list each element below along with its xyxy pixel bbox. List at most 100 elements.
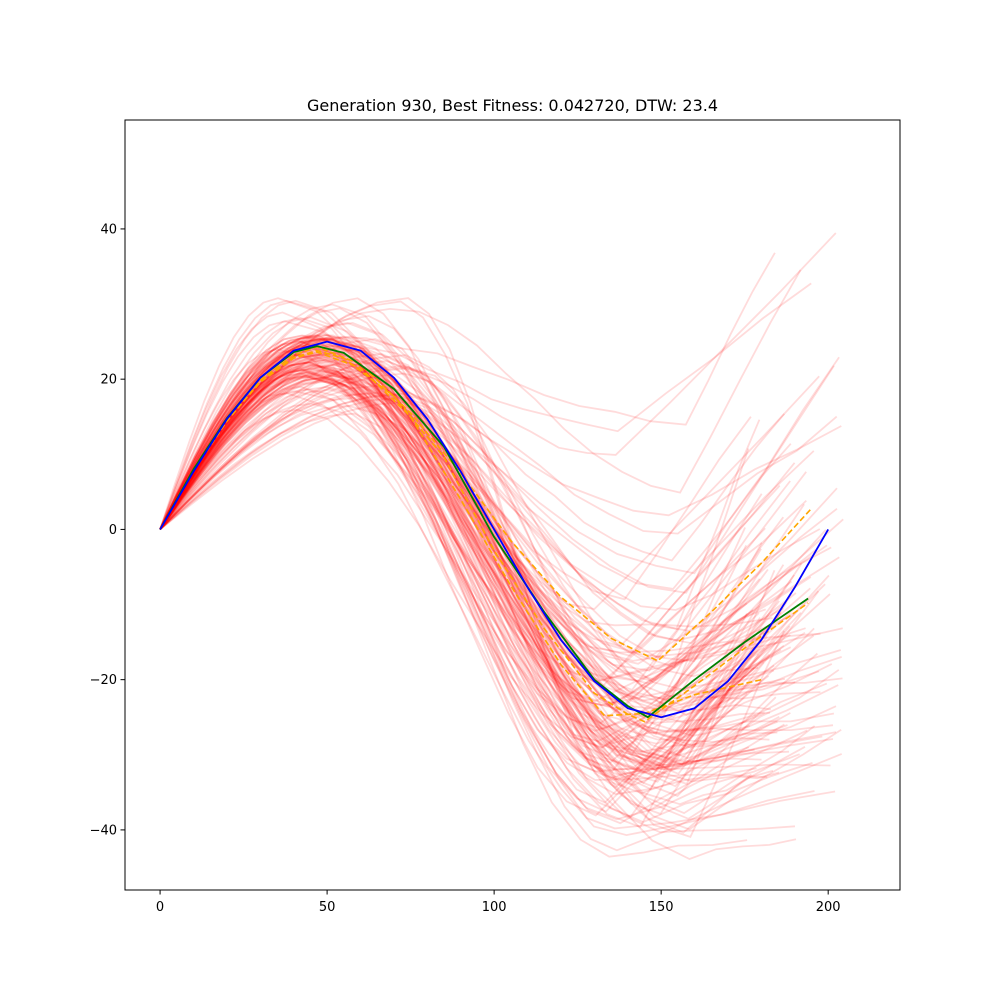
x-axis: 0 50 100 150 200: [156, 890, 841, 915]
y-tick-label: 40: [100, 222, 117, 237]
population-line: [159, 339, 785, 825]
population-line: [159, 232, 837, 530]
population-line: [159, 337, 797, 860]
population-line: [159, 358, 782, 749]
chart-title: Generation 930, Best Fitness: 0.042720, …: [307, 96, 718, 115]
population-line: [159, 341, 792, 590]
population-line: [159, 342, 828, 775]
y-axis: −40 −20 0 20 40: [90, 222, 125, 838]
population-line: [159, 388, 843, 683]
population-line: [159, 316, 774, 806]
population-line: [159, 348, 791, 766]
population-line: [159, 367, 782, 717]
elite-series-line: [159, 351, 762, 717]
population-line: [159, 374, 830, 770]
series-lines: [159, 340, 829, 723]
x-tick-label: 50: [319, 900, 336, 915]
population-line: [159, 402, 748, 711]
population-line: [159, 396, 762, 767]
population-line: [159, 377, 837, 776]
plot-frame: [124, 119, 901, 891]
population-line: [159, 297, 823, 781]
population-line: [159, 333, 842, 831]
population-line: [159, 369, 813, 824]
population-line: [159, 358, 827, 705]
population-line: [159, 372, 780, 757]
population-line: [159, 269, 802, 530]
x-tick-label: 200: [816, 900, 841, 915]
population-line: [159, 348, 803, 742]
population-line: [159, 364, 781, 688]
population-line: [159, 380, 831, 770]
population-line: [159, 336, 784, 707]
population-line: [159, 282, 812, 530]
population-line: [159, 397, 840, 708]
population-line: [159, 376, 777, 797]
population-line: [159, 311, 768, 772]
population-line: [159, 347, 838, 535]
population-line: [159, 316, 755, 779]
population-line: [159, 388, 776, 786]
population-line: [159, 366, 793, 725]
population-line: [159, 348, 776, 730]
population-line: [159, 320, 763, 672]
population-line: [159, 336, 835, 594]
population-line: [159, 352, 771, 712]
population-line: [159, 374, 763, 663]
population-line: [159, 299, 765, 767]
population-line: [159, 339, 796, 834]
population-line: [159, 369, 760, 815]
population-line: [159, 363, 768, 761]
population-line: [159, 393, 767, 642]
population-line: [159, 335, 815, 761]
population-line: [159, 360, 775, 706]
population-line: [159, 392, 806, 680]
population-line: [159, 315, 806, 754]
population-line: [159, 335, 757, 796]
population-line: [159, 385, 815, 837]
population-line: [159, 335, 786, 713]
population-line: [159, 367, 835, 733]
population-line: [159, 300, 780, 788]
population-line: [159, 392, 837, 778]
population-line: [159, 408, 794, 749]
y-tick-label: 0: [109, 523, 117, 538]
population-line: [159, 334, 790, 773]
population-line: [159, 369, 787, 764]
population-line: [159, 386, 806, 820]
population-line: [159, 345, 770, 741]
elite-series-line: [159, 349, 809, 723]
population-line: [159, 372, 807, 654]
x-tick-label: 150: [649, 900, 674, 915]
population-line: [159, 347, 802, 817]
population-line: [159, 364, 770, 813]
population-line: [159, 337, 818, 788]
population-line: [159, 368, 761, 829]
population-line: [159, 344, 785, 645]
population-line: [159, 375, 773, 628]
population-line: [159, 297, 785, 766]
population-line: [159, 371, 750, 737]
population-line: [159, 390, 833, 745]
population-line: [159, 371, 820, 775]
population-line: [159, 336, 799, 783]
population-line: [159, 363, 756, 705]
population-line: [159, 368, 826, 804]
plot-area: [159, 232, 844, 860]
population-line: [159, 354, 796, 702]
population-line: [159, 353, 791, 771]
population-line: [159, 366, 807, 659]
population-line: [159, 356, 840, 575]
population-line: [159, 334, 768, 781]
population-line: [159, 404, 815, 648]
x-tick-label: 100: [482, 900, 507, 915]
population-line: [159, 374, 762, 756]
population-line: [159, 303, 779, 783]
population-line: [159, 337, 765, 759]
population-line: [159, 351, 761, 773]
x-tick-label: 0: [156, 900, 164, 915]
population-line: [159, 401, 795, 776]
y-tick-label: −20: [90, 673, 117, 688]
